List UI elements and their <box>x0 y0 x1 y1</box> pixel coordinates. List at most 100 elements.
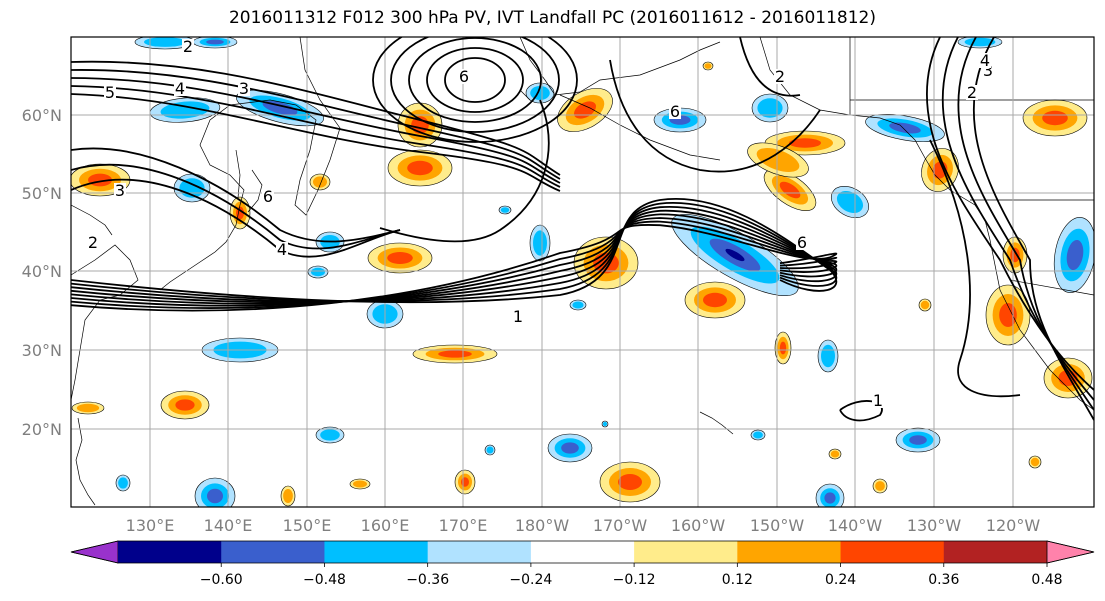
coastline <box>71 204 113 236</box>
contour-label: 2 <box>88 233 98 252</box>
contour-label: 1 <box>513 307 523 326</box>
map-frame <box>70 36 1095 508</box>
negative-pv-anomaly <box>192 37 238 49</box>
ivt-contour <box>925 37 1094 391</box>
lon-label: 150°W <box>750 516 805 535</box>
negative-pv-anomaly <box>671 213 799 297</box>
contour-label-bg <box>104 85 116 100</box>
negative-pv-anomaly <box>498 205 512 215</box>
ivt-contour <box>839 400 883 422</box>
lon-label: 130°W <box>907 516 962 535</box>
positive-pv-anomaly <box>412 344 498 364</box>
negative-pv-anomaly <box>865 113 945 143</box>
positive-pv-anomaly <box>160 390 210 420</box>
colorbar-segment <box>118 541 222 563</box>
ivt-contour <box>71 178 401 258</box>
contour-label-bg <box>796 235 808 250</box>
positive-pv-anomaly <box>1022 99 1088 137</box>
ivt-contour <box>609 59 821 173</box>
colorbar-outline <box>70 540 1095 564</box>
ivt-contours <box>71 37 1094 422</box>
ivt-contour <box>379 99 550 243</box>
contour-label-bg <box>669 104 681 119</box>
coastline <box>759 37 1094 411</box>
ivt-contour <box>929 139 1021 398</box>
contour-label-bg <box>114 183 126 198</box>
ivt-contour <box>71 77 561 184</box>
contour-label: 6 <box>797 233 807 252</box>
contour-label: 6 <box>263 187 273 206</box>
contour-label-bg <box>458 69 470 84</box>
contour-label-bg <box>966 85 978 100</box>
contour-label: 4 <box>980 51 990 70</box>
coastline <box>199 37 341 216</box>
negative-pv-anomaly <box>115 474 131 492</box>
lon-label: 150°E <box>283 516 332 535</box>
colorbar-extend-min <box>70 540 119 564</box>
colorbar-tick-label: 0.48 <box>1031 572 1062 588</box>
negative-pv-anomaly <box>751 93 789 123</box>
colorbar-segment <box>221 541 325 563</box>
contour-label: 6 <box>670 102 680 121</box>
contour-label-bg <box>979 53 991 68</box>
lon-label: 140°E <box>204 516 253 535</box>
positive-pv-anomaly <box>71 401 105 415</box>
ivt-contour <box>372 37 578 143</box>
contour-label: 3 <box>239 79 249 98</box>
contour-label-bg <box>182 39 194 54</box>
ivt-contour <box>444 57 506 103</box>
colorbar-segment <box>840 541 945 563</box>
colorbar-segment <box>634 541 738 563</box>
colorbar-tick-label: 0.24 <box>825 572 856 588</box>
longitude-labels: 130°E 140°E 150°E 160°E 170°E 180°W 170°W 160°W… <box>126 516 1041 535</box>
contour-label: 1 <box>873 391 883 410</box>
positive-pv-anomaly <box>599 461 661 503</box>
colorbar-extend-max <box>1046 540 1095 564</box>
contour-label-bg <box>238 81 250 96</box>
ivt-contour <box>390 37 560 133</box>
colorbar-tick-label: −0.12 <box>613 572 656 588</box>
positive-pv-anomaly <box>872 478 888 494</box>
contour-label-bg <box>87 235 99 250</box>
negative-pv-anomaly <box>569 299 587 311</box>
positive-pv-anomaly <box>309 173 331 191</box>
coastline <box>519 37 721 96</box>
coastline <box>1009 279 1094 296</box>
coastline <box>75 417 96 506</box>
colorbar: −0.60 −0.48 −0.36 −0.24 −0.12 0.12 0.24 0.36 0.4… <box>70 540 1095 588</box>
negative-pv-anomaly <box>815 483 845 507</box>
positive-pv-anomaly <box>1028 455 1042 469</box>
contour-label: 2 <box>967 83 977 102</box>
coastline <box>235 149 241 199</box>
colorbar-segment <box>427 541 532 563</box>
ivt-contour <box>71 147 401 243</box>
contour-label: 3 <box>983 61 993 80</box>
contour-label-bg <box>262 189 274 204</box>
contour-label: 6 <box>459 67 469 86</box>
lon-label: 160°W <box>671 516 726 535</box>
lon-label: 130°E <box>126 516 175 535</box>
contour-label-bg <box>174 81 186 96</box>
ivt-contour <box>71 93 561 192</box>
graticule <box>71 37 1094 507</box>
negative-pv-anomaly <box>831 185 869 219</box>
colorbar-tick-label: −0.36 <box>406 572 449 588</box>
negative-pv-anomaly <box>315 426 345 444</box>
contour-label-bg <box>512 309 524 324</box>
positive-pv-anomaly <box>774 331 792 365</box>
ivt-contour <box>71 85 561 188</box>
negative-pv-anomaly <box>817 339 839 373</box>
lat-label: 60°N <box>22 106 62 125</box>
ivt-contour <box>71 69 561 180</box>
contour-label: 2 <box>775 67 785 86</box>
positive-pv-anomaly <box>747 142 809 178</box>
lon-label: 140°W <box>828 516 883 535</box>
contour-label: 5 <box>105 83 115 102</box>
ivt-contour <box>71 224 838 312</box>
lat-label: 40°N <box>22 262 62 281</box>
contour-label-bg <box>774 69 786 84</box>
colorbar-segment <box>324 541 429 563</box>
